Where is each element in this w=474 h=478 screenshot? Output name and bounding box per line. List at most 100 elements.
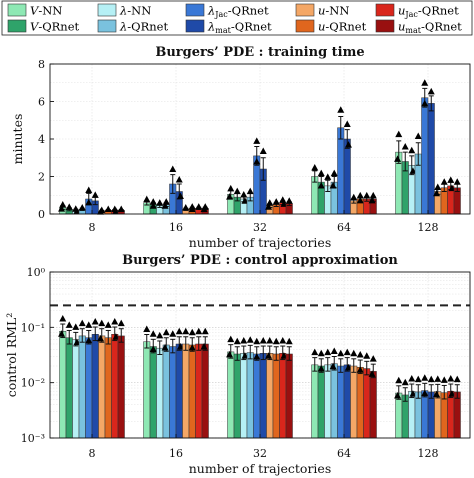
outlier-marker: [227, 335, 235, 343]
outlier-marker: [241, 352, 249, 359]
x-tick-label: 16: [169, 221, 183, 234]
outlier-marker: [433, 390, 441, 398]
outlier-marker: [182, 327, 190, 335]
outlier-marker: [149, 330, 157, 337]
x-tick-label: 8: [89, 221, 96, 234]
bar: [240, 353, 248, 439]
outlier-marker: [344, 363, 352, 371]
outlier-marker: [434, 375, 442, 382]
outlier-marker: [408, 374, 416, 382]
outlier-marker: [246, 336, 254, 343]
y-tick-label: 10⁻³: [21, 432, 45, 445]
outlier-marker: [350, 349, 358, 357]
outlier-marker: [414, 375, 422, 383]
outlier-marker: [59, 314, 67, 322]
outlier-marker: [434, 183, 442, 190]
outlier-marker: [453, 178, 461, 185]
outlier-marker: [311, 164, 319, 171]
outlier-marker: [369, 191, 377, 199]
outlier-marker: [85, 198, 93, 206]
bar: [285, 353, 293, 439]
y-tick-label: 6: [38, 96, 45, 109]
outlier-marker: [409, 390, 417, 397]
outlier-marker: [149, 345, 157, 353]
chart-title: Burgers’ PDE : control approximation: [122, 253, 398, 268]
outlier-marker: [280, 200, 288, 207]
x-tick-label: 8: [89, 447, 96, 460]
outlier-marker: [188, 344, 196, 351]
x-tick-label: 32: [253, 221, 267, 234]
bar: [253, 353, 261, 439]
bar: [169, 346, 177, 439]
outlier-marker: [161, 202, 169, 209]
outlier-marker: [143, 325, 151, 332]
outlier-marker: [240, 337, 248, 344]
outlier-marker: [227, 184, 235, 192]
outlier-marker: [200, 343, 208, 350]
bar: [91, 333, 99, 439]
x-tick-label: 32: [253, 447, 267, 460]
outlier-marker: [73, 338, 81, 346]
outlier-marker: [112, 207, 120, 214]
outlier-marker: [395, 376, 403, 384]
bar: [427, 391, 435, 439]
outlier-marker: [408, 146, 416, 154]
bar: [337, 365, 345, 439]
outlier-marker: [98, 319, 106, 327]
outlier-marker: [226, 350, 234, 358]
legend-label: uJac-QRnet: [398, 4, 459, 20]
x-axis-label: number of trajectories: [189, 461, 332, 476]
outlier-marker: [162, 328, 170, 336]
outlier-marker: [421, 99, 429, 107]
bar: [104, 337, 112, 439]
outlier-marker: [343, 120, 351, 127]
bar: [117, 335, 125, 439]
y-tick-label: 10⁻¹: [21, 321, 45, 334]
outlier-marker: [241, 197, 249, 204]
outlier-marker: [394, 155, 402, 162]
bar: [330, 363, 338, 439]
outlier-marker: [58, 205, 66, 212]
bar: [337, 127, 345, 215]
y-tick-label: 4: [38, 133, 45, 146]
bar: [363, 368, 371, 439]
bar: [369, 371, 377, 439]
legend-label: V-NN: [30, 4, 62, 18]
bar: [324, 364, 332, 439]
outlier-marker: [246, 187, 254, 195]
legend-swatch: [185, 3, 205, 17]
bar: [356, 366, 364, 439]
bar: [175, 343, 183, 439]
outlier-marker: [265, 203, 273, 210]
legend-swatch: [185, 19, 205, 33]
bar: [259, 353, 267, 439]
y-tick-label: 0: [38, 208, 45, 221]
y-axis-label: minutes: [10, 114, 25, 165]
outlier-marker: [337, 349, 345, 357]
outlier-marker: [414, 132, 422, 139]
legend-label: λJac-QRnet: [207, 4, 269, 20]
outlier-marker: [161, 344, 169, 351]
chart-title: Burgers’ PDE : training time: [155, 45, 364, 60]
outlier-marker: [343, 348, 351, 356]
bar: [421, 97, 429, 215]
outlier-marker: [344, 141, 352, 148]
bar: [188, 344, 196, 439]
outlier-marker: [112, 333, 120, 340]
outlier-marker: [91, 191, 99, 198]
outlier-marker: [421, 79, 429, 86]
outlier-marker: [97, 334, 105, 342]
bar: [421, 390, 429, 439]
bar: [201, 343, 209, 439]
outlier-marker: [188, 205, 196, 213]
outlier-marker: [447, 176, 455, 183]
outlier-marker: [394, 392, 402, 399]
outlier-marker: [311, 348, 319, 356]
outlier-marker: [156, 331, 164, 339]
outlier-marker: [240, 191, 248, 198]
outlier-marker: [363, 352, 371, 359]
legend-label: u-NN: [318, 4, 349, 18]
outlier-marker: [427, 375, 435, 383]
training-time-chart: 0 2 4 6 8 8 16 32 64 128 Burgers’ PDE : training t…: [10, 45, 471, 250]
outlier-marker: [272, 198, 280, 205]
